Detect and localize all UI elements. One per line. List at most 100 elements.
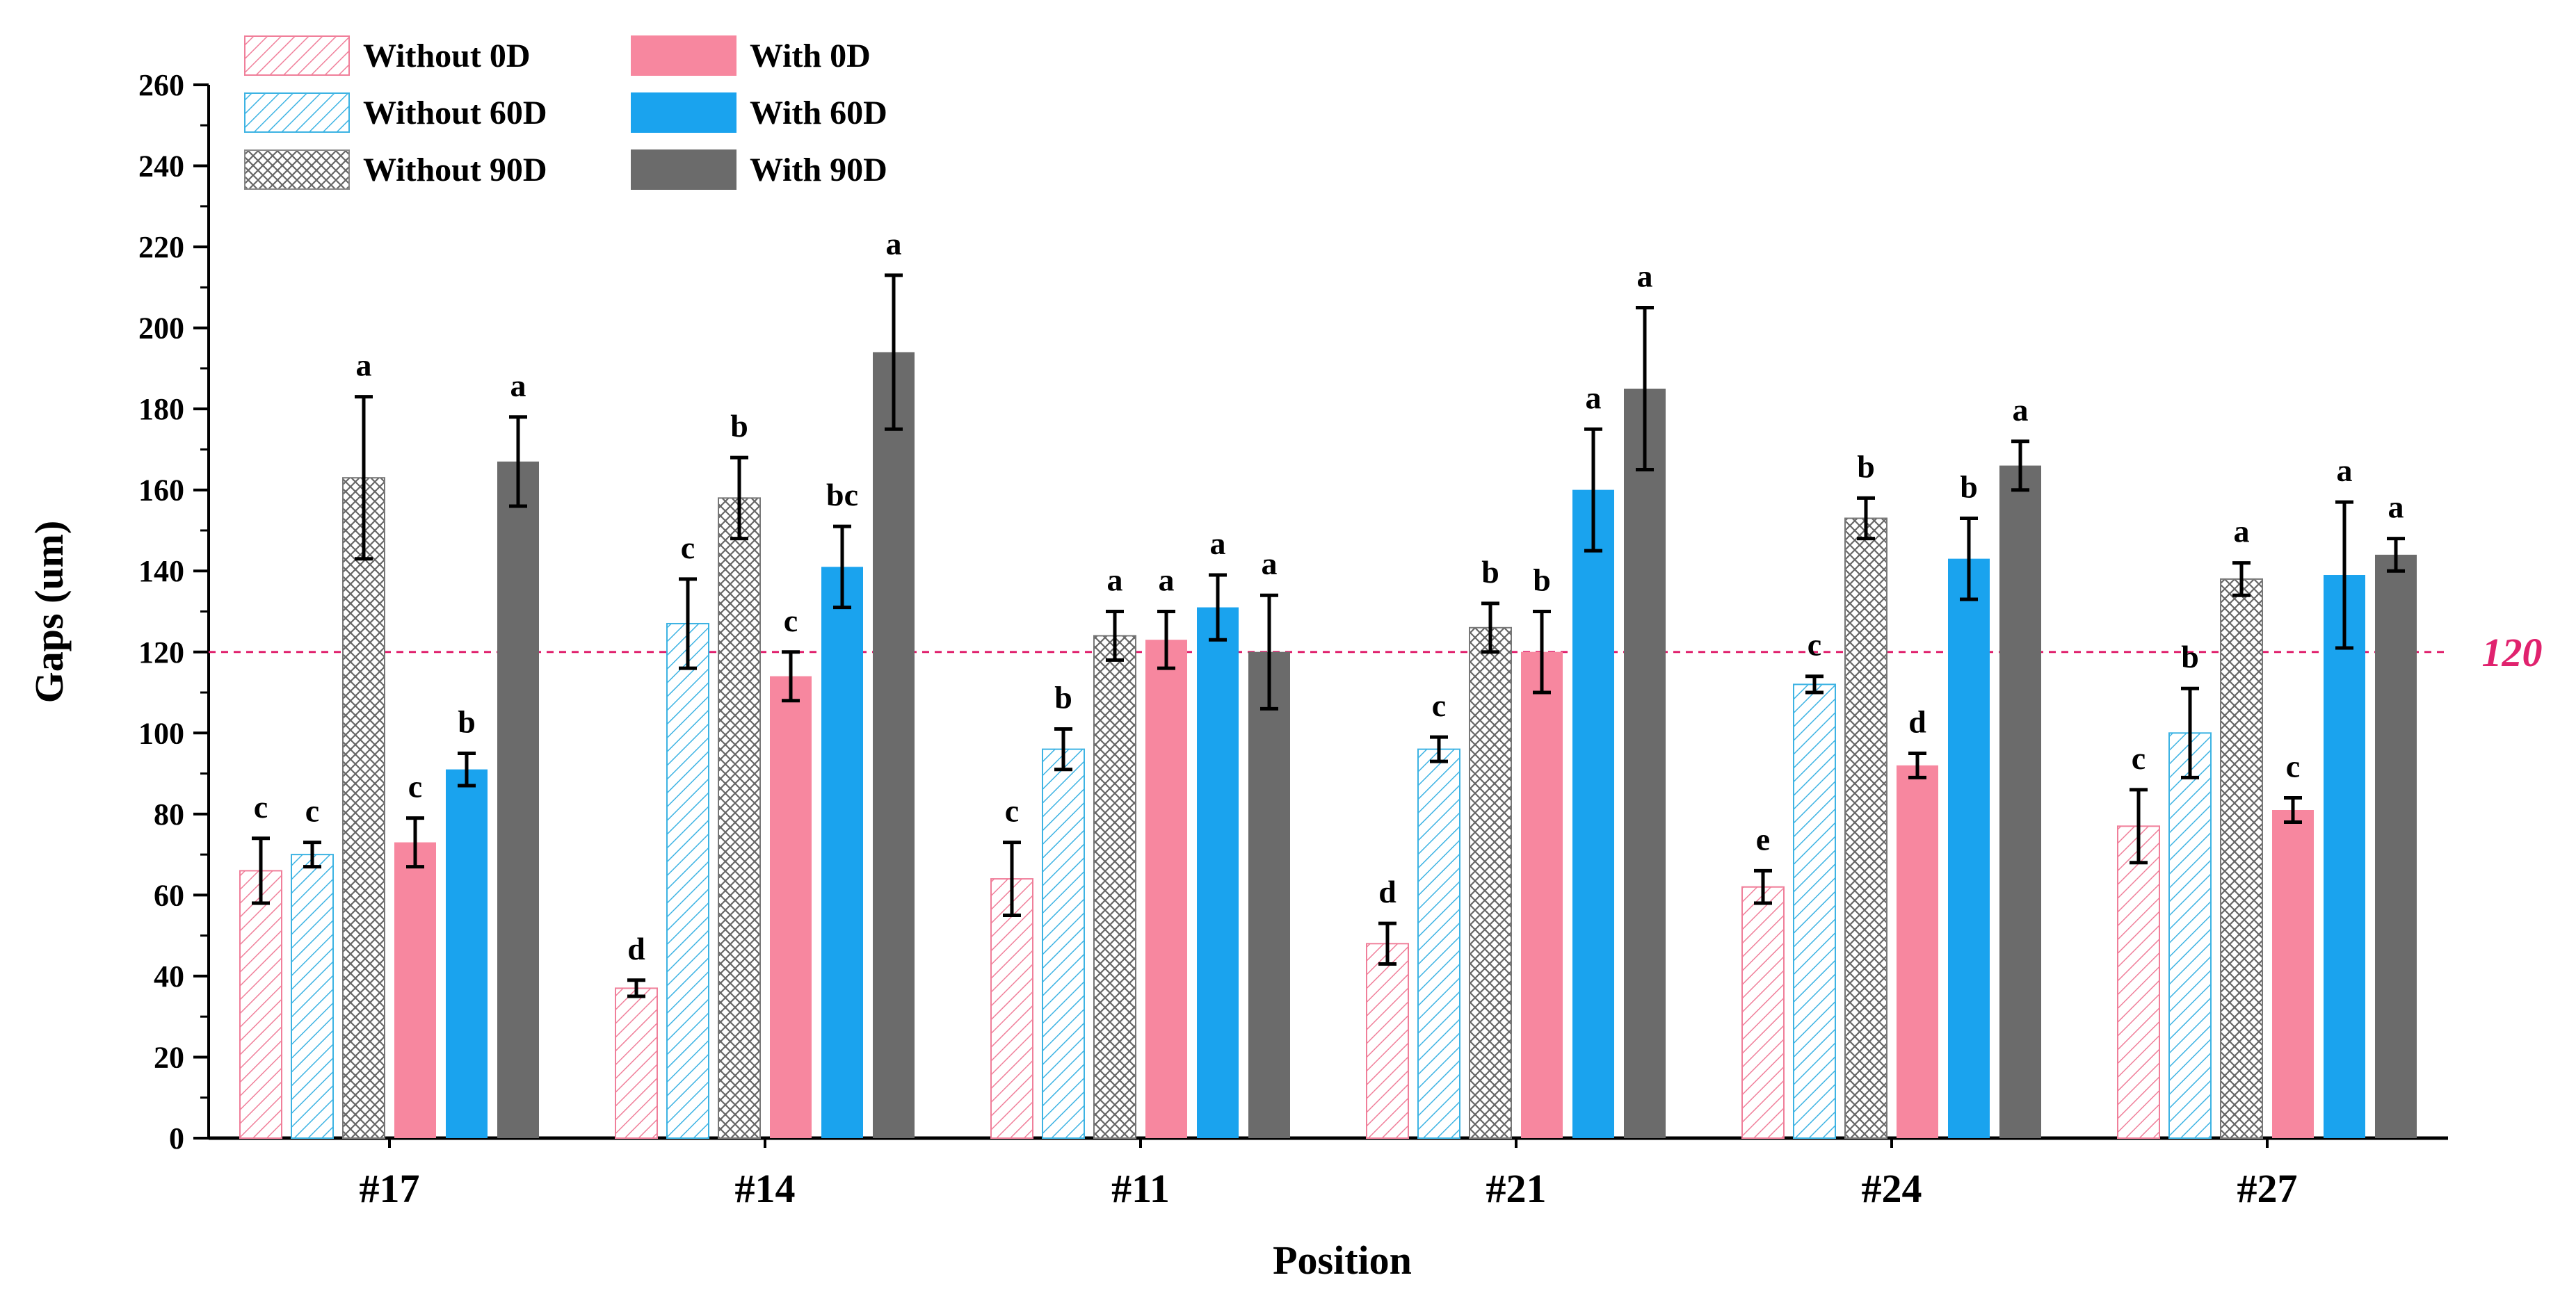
significance-label: a [1637, 258, 1653, 293]
bar [1999, 465, 2041, 1138]
bar [1248, 651, 1290, 1138]
bar [1093, 635, 1136, 1139]
legend-swatch [631, 149, 736, 190]
legend-label: Without 90D [363, 152, 547, 188]
bar [1844, 517, 1887, 1139]
y-axis-title: Gaps (um) [26, 521, 72, 704]
significance-label: a [2234, 514, 2250, 549]
significance-label: a [2388, 489, 2404, 525]
bar [615, 987, 658, 1139]
bar [1521, 651, 1563, 1138]
bar [1366, 943, 1409, 1140]
x-tick-label: #24 [1862, 1166, 1922, 1211]
significance-label: a [510, 368, 526, 403]
bar-group-pos-17: c c a c b a [239, 348, 539, 1140]
bar [2117, 825, 2160, 1139]
x-tick-label: #11 [1111, 1166, 1170, 1211]
significance-label: b [1960, 469, 1978, 504]
significance-label: a [2337, 453, 2353, 488]
significance-label: a [1210, 526, 1226, 561]
bar [1197, 607, 1239, 1138]
bar [497, 461, 539, 1138]
bar [1948, 558, 1990, 1138]
significance-label: c [784, 603, 798, 638]
bar [446, 769, 488, 1138]
bar [394, 842, 436, 1138]
significance-label: a [1586, 380, 1602, 415]
bar [239, 870, 282, 1140]
significance-label: d [1908, 704, 1926, 739]
legend-label: With 0D [750, 38, 871, 74]
bar [1469, 626, 1512, 1139]
significance-label: c [2132, 740, 2146, 776]
bar [2272, 810, 2314, 1138]
legend: Without 0D Without 60D Without 90D With 0D W… [244, 35, 887, 190]
x-tick-label: #21 [1486, 1166, 1547, 1211]
bar [990, 878, 1033, 1139]
bar [1741, 886, 1785, 1139]
bar [1042, 748, 1085, 1139]
legend-label: Without 60D [363, 95, 547, 131]
x-tick-label: #17 [360, 1166, 420, 1211]
bar-group-pos-24: e c b d b a [1741, 392, 2041, 1139]
bar [2220, 578, 2263, 1139]
bar [1624, 389, 1666, 1138]
bar [1793, 683, 1836, 1139]
legend-swatch [631, 92, 736, 133]
significance-label: b [1481, 554, 1499, 590]
bar [873, 352, 915, 1139]
bar [666, 622, 709, 1139]
legend-swatch [244, 149, 350, 190]
y-tick-label: 0 [169, 1121, 184, 1156]
y-tick-label: 180 [138, 392, 184, 426]
bar-group-pos-21: d c b b a a [1366, 258, 1666, 1140]
significance-label: b [1054, 679, 1072, 715]
y-tick-label: 200 [138, 311, 184, 346]
y-tick-label: 240 [138, 149, 184, 184]
bar [1145, 640, 1187, 1138]
bar [291, 854, 334, 1139]
significance-label: c [408, 769, 422, 804]
significance-label: a [1107, 562, 1123, 598]
legend-label: With 60D [750, 95, 887, 131]
y-tick-label: 40 [154, 959, 184, 994]
significance-label: a [1159, 562, 1175, 598]
legend-label: Without 0D [363, 38, 531, 74]
significance-label: c [305, 793, 319, 829]
legend-swatch [631, 35, 736, 76]
reference-line-label: 120 [2482, 630, 2543, 675]
y-ticks: 0 20 40 60 80 100 120 140 160 180 200 220 240 260 [138, 68, 209, 1156]
bar [1897, 765, 1938, 1138]
significance-label: e [1756, 821, 1770, 857]
bar [342, 477, 385, 1139]
significance-label: b [1533, 562, 1551, 598]
significance-label: c [2286, 749, 2300, 784]
legend-swatch [244, 92, 350, 133]
bar [1572, 489, 1614, 1138]
significance-label: c [681, 530, 695, 565]
significance-label: b [458, 704, 476, 739]
x-tick-label: #27 [2237, 1166, 2298, 1211]
significance-label: c [254, 789, 268, 825]
significance-label: a [356, 348, 372, 383]
significance-label: d [1378, 874, 1396, 909]
significance-label: c [1808, 627, 1821, 663]
significance-label: b [730, 408, 748, 444]
y-tick-label: 160 [138, 473, 184, 508]
x-axis-title: Position [1273, 1238, 1412, 1283]
significance-label: c [1432, 688, 1446, 723]
bar [2375, 554, 2417, 1138]
y-tick-label: 140 [138, 554, 184, 588]
y-tick-label: 100 [138, 716, 184, 750]
significance-label: b [1857, 448, 1875, 484]
significance-label: b [2181, 639, 2199, 674]
bar [770, 676, 812, 1138]
significance-label: a [886, 226, 902, 261]
plot-area: 0 20 40 60 80 100 120 140 160 180 200 220 240 260 120… [138, 68, 2543, 1211]
x-ticks: #17 #14 #11 #21 #24 #27 [360, 1138, 2298, 1211]
x-tick-label: #14 [735, 1166, 796, 1211]
